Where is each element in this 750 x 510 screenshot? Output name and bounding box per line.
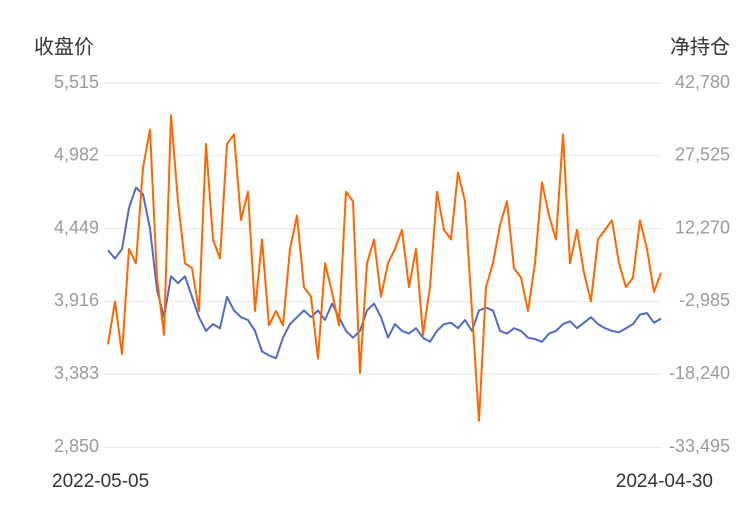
y2-tick-label: -33,495 <box>669 436 730 456</box>
y-tick-label: 3,916 <box>54 290 99 310</box>
x-tick-label: 2024-04-30 <box>616 471 713 492</box>
series-line <box>107 186 662 360</box>
y2-tick-label: 27,525 <box>675 145 730 165</box>
series-line <box>107 114 662 422</box>
y2-tick-label: 42,780 <box>675 72 730 92</box>
y-tick-label: 4,449 <box>54 217 99 237</box>
y2-axis-title: 净持仓 <box>670 35 730 58</box>
y2-tick-label: -2,985 <box>679 290 730 310</box>
y-tick-label: 4,982 <box>54 145 99 165</box>
y2-tick-label: 12,270 <box>675 217 730 237</box>
y2-tick-label: -18,240 <box>669 363 730 383</box>
y-tick-label: 2,850 <box>54 436 99 456</box>
y-axis-title: 收盘价 <box>34 35 94 58</box>
y-tick-label: 3,383 <box>54 363 99 383</box>
x-tick-label: 2022-05-05 <box>52 471 149 492</box>
y-tick-label: 5,515 <box>54 72 99 92</box>
